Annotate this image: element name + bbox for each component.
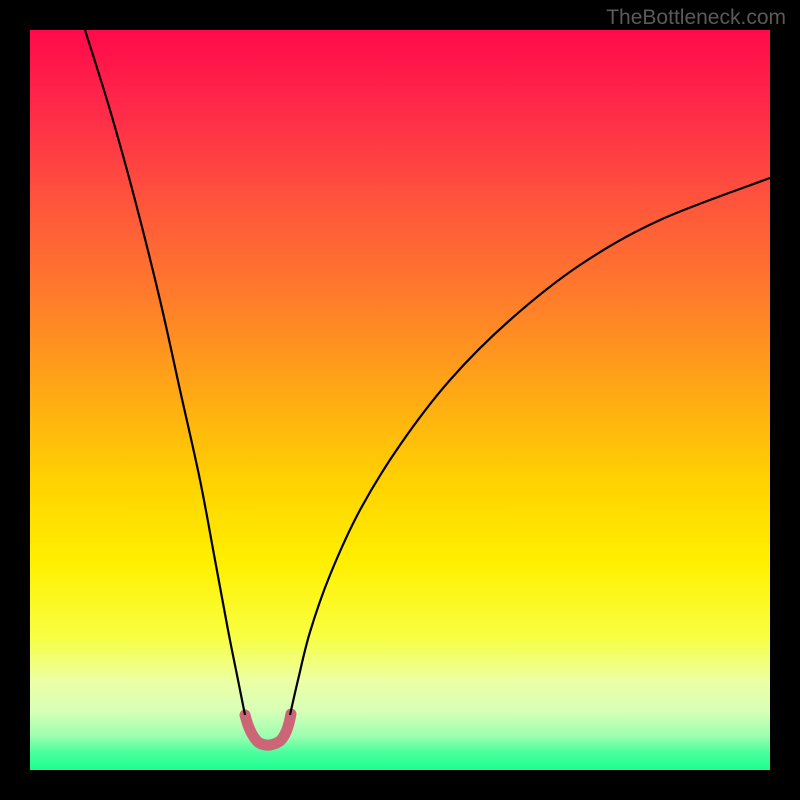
- curve-layer: [30, 30, 770, 770]
- highlight-segment: [245, 714, 291, 745]
- curve-right-branch: [290, 178, 770, 715]
- plot-area: [30, 30, 770, 770]
- watermark-text: TheBottleneck.com: [606, 6, 786, 30]
- curve-left-branch: [85, 30, 245, 715]
